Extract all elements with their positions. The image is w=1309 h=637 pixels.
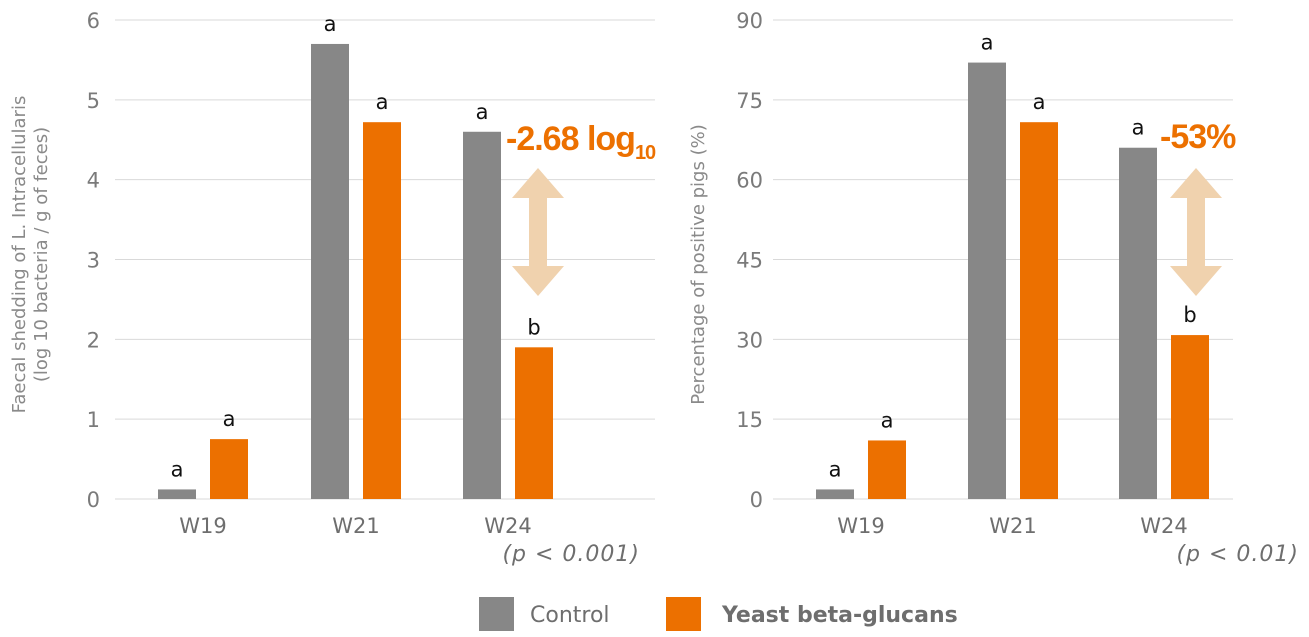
legend-label-control: Control — [530, 603, 610, 628]
bar-yeast-W21 — [363, 122, 401, 499]
significance-letter: a — [1033, 90, 1046, 114]
x-tick-label: W24 — [1140, 514, 1188, 538]
bar-yeast-W24 — [515, 347, 553, 499]
bar-control-W24 — [463, 131, 501, 499]
reduction-callout: -2.68 log10 — [506, 120, 656, 164]
significance-letter: a — [223, 407, 236, 431]
y-axis-label: Percentage of positive pigs (%) — [688, 124, 709, 404]
bar-yeast-W19 — [210, 439, 248, 499]
y-tick-label: 0 — [750, 488, 763, 512]
x-tick-label: W19 — [179, 514, 227, 538]
legend-swatch-control — [479, 597, 514, 631]
y-tick-label: 60 — [736, 169, 763, 193]
y-tick-label: 6 — [87, 9, 100, 33]
y-tick-label: 30 — [736, 328, 763, 352]
y-tick-label: 45 — [736, 249, 763, 273]
y-tick-label: 3 — [87, 249, 100, 273]
y-tick-label: 15 — [736, 408, 763, 432]
reduction-value: -53% — [1160, 118, 1236, 156]
significance-letter: a — [171, 457, 184, 481]
significance-letter: a — [376, 90, 389, 114]
reduction-callout: -53% — [1160, 118, 1236, 156]
reduction-value: -2.68 log — [506, 120, 635, 158]
y-tick-label: 90 — [736, 9, 763, 33]
chart-panel-1: 0 1 2 3 4 5 6 Faecal shedding of L. Intracellul… — [9, 9, 657, 567]
bar-yeast-W19 — [868, 440, 906, 499]
significance-letter: a — [829, 457, 842, 481]
double-arrow-icon — [1170, 168, 1222, 296]
significance-letter: a — [324, 12, 337, 36]
bar-control-W24 — [1119, 147, 1157, 499]
double-arrow-icon — [512, 168, 564, 296]
significance-letter: a — [1132, 116, 1145, 140]
significance-letter: a — [981, 31, 994, 55]
bar-yeast-W24 — [1171, 335, 1209, 499]
x-tick-label: W24 — [484, 514, 532, 538]
bar-yeast-W21 — [1020, 122, 1058, 499]
p-value-label: (p < 0.01) — [1176, 542, 1299, 567]
y-tick-label: 1 — [87, 408, 100, 432]
bar-control-W19 — [158, 489, 196, 499]
legend-label-yeast: Yeast beta-glucans — [721, 603, 958, 628]
significance-letter: a — [476, 100, 489, 124]
y-tick-label: 5 — [87, 89, 100, 113]
significance-letter: a — [881, 408, 894, 432]
legend: Control Yeast beta-glucans — [479, 597, 958, 631]
bar-control-W21 — [311, 43, 349, 499]
y-tick-label: 2 — [87, 328, 100, 352]
y-axis-label-units: (log 10 bacteria / g of feces) — [31, 127, 52, 382]
legend-swatch-yeast — [666, 597, 701, 631]
y-tick-label: 4 — [87, 169, 100, 193]
y-tick-label: 75 — [736, 89, 763, 113]
significance-letter: b — [527, 315, 540, 339]
x-tick-label: W21 — [989, 514, 1037, 538]
reduction-subscript: 10 — [635, 142, 656, 164]
significance-letter: b — [1183, 303, 1196, 327]
y-tick-label: 0 — [87, 488, 100, 512]
p-value-label: (p < 0.001) — [502, 542, 640, 567]
bar-control-W19 — [816, 489, 854, 499]
bar-control-W21 — [968, 62, 1006, 499]
chart-panel-2: 0 15 30 45 60 75 90 Percentage of positive pigs… — [688, 9, 1299, 567]
x-tick-label: W21 — [332, 514, 380, 538]
x-tick-label: W19 — [837, 514, 885, 538]
y-axis-label: Faecal shedding of L. Intracellularis — [9, 96, 30, 414]
